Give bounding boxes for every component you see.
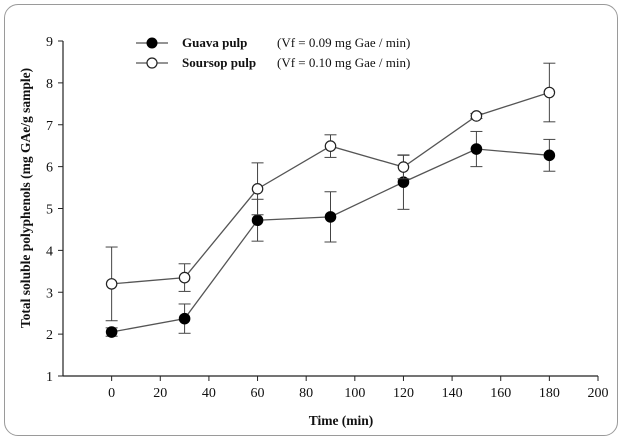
x-tick-label: 80: [299, 386, 313, 401]
x-tick-label: 40: [202, 386, 216, 401]
axes: 1 2 3 4 5 6 7 8 9 0 20 40 60 80 100 120 140 160 180 200: [46, 35, 609, 401]
legend-marker-guava: [146, 37, 158, 49]
legend: Guava pulp (Vf = 0.09 mg Gae / min) Sour…: [136, 35, 410, 70]
x-tick-label: 160: [490, 386, 511, 401]
data-point: [251, 214, 264, 227]
data-point: [543, 86, 556, 99]
data-point: [251, 183, 264, 195]
series-soursop: [105, 62, 556, 322]
y-tick-label: 6: [46, 161, 53, 176]
data-point: [397, 161, 410, 173]
x-axis-label: Time (min): [309, 413, 374, 428]
y-tick-label: 4: [46, 244, 53, 259]
y-tick-label: 9: [46, 35, 53, 50]
x-tick-label: 0: [108, 386, 115, 401]
data-point: [543, 149, 556, 162]
data-point: [324, 211, 337, 223]
legend-rate-guava: (Vf = 0.09 mg Gae / min): [277, 35, 410, 50]
data-point: [470, 143, 483, 155]
x-tick-label: 180: [539, 386, 560, 401]
legend-label-guava: Guava pulp: [182, 35, 247, 50]
data-point: [178, 312, 191, 325]
figure-frame: [4, 4, 618, 436]
data-point: [105, 278, 118, 290]
y-tick-label: 1: [46, 370, 53, 385]
x-tick-label: 140: [442, 386, 463, 401]
x-tick-label: 120: [393, 386, 414, 401]
data-point: [178, 271, 191, 284]
y-tick-label: 8: [46, 77, 53, 92]
series-layer: [105, 62, 556, 338]
x-tick-label: 200: [588, 386, 609, 401]
legend-rate-soursop: (Vf = 0.10 mg Gae / min): [277, 55, 410, 70]
data-point: [470, 110, 483, 122]
legend-label-soursop: Soursop pulp: [182, 55, 256, 70]
data-point: [105, 326, 118, 338]
data-point: [324, 140, 337, 152]
y-tick-label: 3: [46, 286, 53, 301]
y-tick-label: 5: [46, 203, 53, 218]
legend-marker-soursop: [146, 57, 158, 69]
y-axis-label: Total soluble polyphenols (mg GAe/g samp…: [18, 68, 33, 328]
x-tick-label: 60: [251, 386, 265, 401]
y-tick-label: 2: [46, 328, 53, 343]
series-guava: [105, 130, 556, 338]
x-tick-label: 20: [153, 386, 167, 401]
y-tick-label: 7: [46, 119, 53, 134]
series-line: [111, 91, 550, 285]
x-tick-label: 100: [344, 386, 365, 401]
